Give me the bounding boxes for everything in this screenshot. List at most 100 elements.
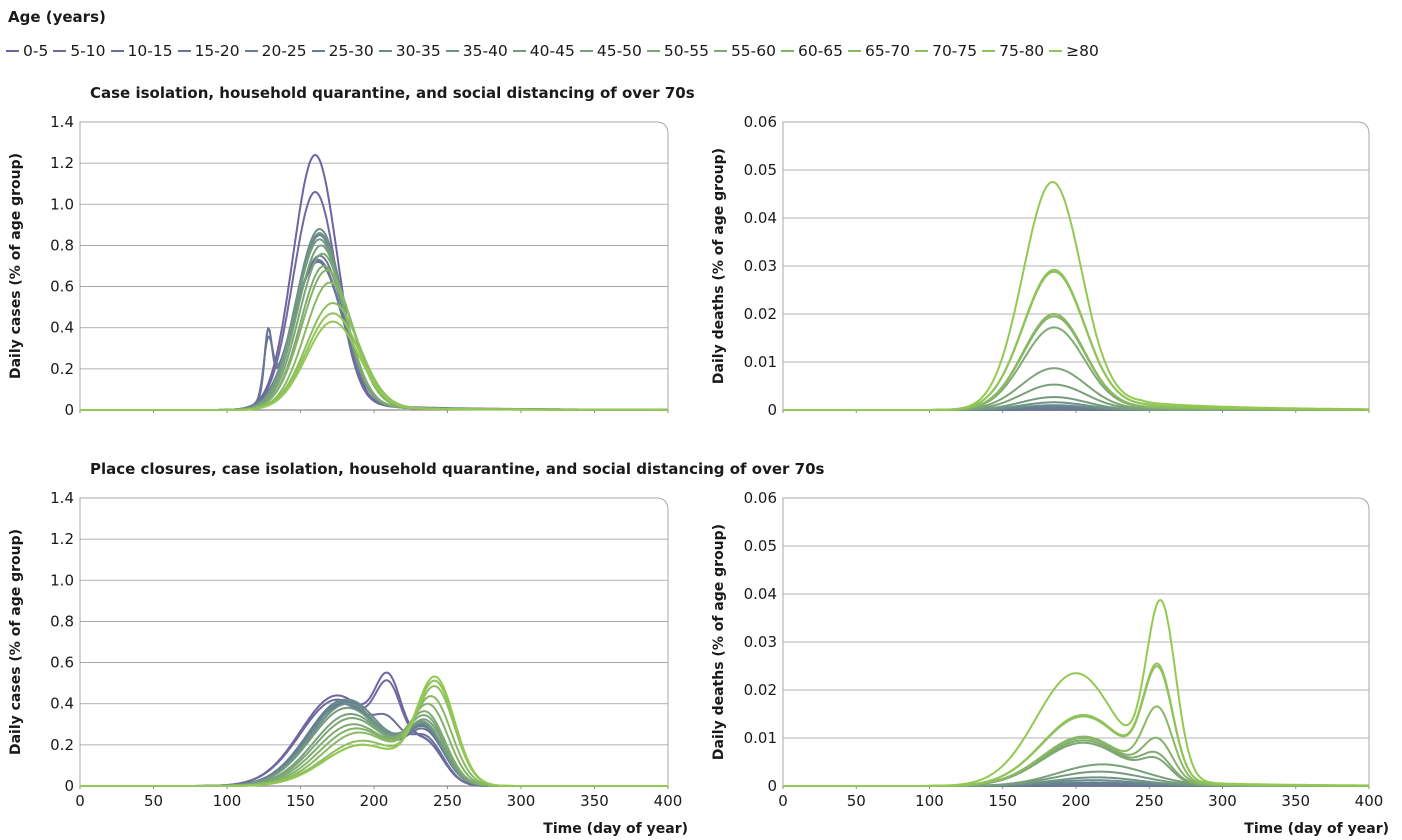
x-tick-label: 200 (1062, 792, 1091, 810)
legend-item: 10-15 (110, 42, 173, 60)
legend-label: 55-60 (730, 42, 776, 60)
x-tick-label: 50 (847, 792, 866, 810)
y-tick-label: 0.03 (744, 257, 777, 275)
y-tick-label: 0.8 (50, 612, 74, 630)
legend-item: 55-60 (713, 42, 776, 60)
legend-item: 60-65 (780, 42, 844, 60)
series-line (80, 320, 668, 411)
legend-swatch (915, 49, 929, 53)
legend-swatch (6, 49, 19, 53)
y-tick-label: 0.4 (50, 695, 74, 713)
y-tick-label: 0 (64, 401, 74, 419)
legend-label: ≥80 (1066, 42, 1099, 60)
legend-swatch (579, 49, 593, 53)
chart-panel: 0 0.01 0.02 0.03 0.04 0.05 0.06 0 50 100 150 200 250… (711, 489, 1389, 837)
x-tick-label: 300 (507, 792, 536, 810)
legend-swatch (780, 49, 794, 53)
series-line (80, 675, 668, 787)
series-line (783, 181, 1369, 411)
plot-frame (782, 121, 1370, 411)
legend-item: 70-75 (915, 42, 977, 60)
y-tick-label: 0.4 (50, 319, 74, 337)
chart-panel: 0 0.2 0.4 0.6 0.8 1.0 1.2 1.4 0 50 100 150 200 250 300… (8, 489, 688, 837)
x-tick-label: 200 (360, 792, 389, 810)
x-tick-label: 150 (988, 792, 1017, 810)
legend-swatch (244, 49, 258, 53)
y-tick-label: 0 (767, 777, 777, 795)
plot-frame (79, 497, 669, 787)
row-title-bottom: Place closures, case isolation, househol… (90, 460, 825, 478)
legend-item: 65-70 (848, 42, 910, 60)
y-tick-label: 1.0 (50, 195, 74, 213)
y-tick-label: 0.6 (50, 654, 74, 672)
x-tick-label: 400 (1355, 792, 1384, 810)
x-axis-label: Time (day of year) (1244, 821, 1389, 837)
legend-label: 70-75 (932, 42, 978, 60)
legend-swatch (713, 49, 727, 53)
y-tick-label: 0.02 (744, 681, 777, 699)
legend-label: 10-15 (127, 42, 173, 60)
legend-swatch (445, 49, 459, 53)
legend-label: 5-10 (70, 42, 106, 60)
y-axis-label: Daily cases (% of age group) (8, 529, 24, 755)
y-tick-label: 0.02 (744, 305, 777, 323)
legend-swatch (982, 49, 996, 53)
series-line (80, 153, 668, 411)
legend-label: 65-70 (865, 42, 911, 60)
legend-item: 15-20 (177, 42, 240, 60)
series-line (80, 281, 668, 411)
series-line (783, 315, 1369, 411)
row-title-top: Case isolation, household quarantine, an… (90, 84, 695, 102)
y-tick-label: 1.4 (50, 489, 74, 507)
legend-item: 40-45 (512, 42, 575, 60)
legend-swatch (378, 49, 392, 53)
legend-swatch (311, 49, 325, 53)
legend-label: 15-20 (194, 42, 240, 60)
y-tick-label: 0.2 (50, 360, 74, 378)
legend-title: Age (years) (8, 8, 106, 26)
legend-item: 5-10 (53, 42, 106, 60)
legend-swatch (53, 49, 67, 53)
x-tick-label: 50 (144, 792, 163, 810)
series-line (783, 599, 1369, 787)
x-tick-label: 100 (213, 792, 242, 810)
legend-label: 40-45 (529, 42, 575, 60)
x-tick-label: 0 (75, 792, 85, 810)
chart-panel: 0 0.2 0.4 0.6 0.8 1.0 1.2 1.4 Daily cases (% of … (8, 113, 669, 419)
legend-item: 25-30 (311, 42, 374, 60)
legend-label: 0-5 (23, 42, 49, 60)
series-line (80, 260, 668, 411)
legend-label: 60-65 (797, 42, 844, 60)
legend-item: 30-35 (378, 42, 441, 60)
legend-item: ≥80 (1049, 42, 1099, 60)
x-tick-label: 250 (1135, 792, 1164, 810)
series-line (80, 265, 668, 411)
y-tick-label: 0 (64, 777, 74, 795)
legend: 0-5 5-10 10-15 15-20 20-25 25-30 30-35 35-40 40-… (6, 40, 1104, 62)
legend-item: 0-5 (6, 42, 48, 60)
legend-item: 20-25 (244, 42, 307, 60)
series-line (783, 326, 1369, 411)
legend-label: 20-25 (261, 42, 307, 60)
series-line (80, 695, 668, 787)
plot-frame (782, 497, 1370, 787)
legend-swatch (177, 49, 191, 53)
x-tick-label: 300 (1208, 792, 1237, 810)
y-tick-label: 0.04 (744, 209, 777, 227)
legend-swatch (1049, 49, 1063, 53)
y-tick-label: 0.06 (744, 113, 777, 131)
y-axis-label: Daily cases (% of age group) (8, 153, 24, 379)
legend-label: 25-30 (328, 42, 374, 60)
chart-panel: 0 0.01 0.02 0.03 0.04 0.05 0.06 Daily deaths (%… (711, 113, 1370, 419)
legend-item: 45-50 (579, 42, 642, 60)
y-tick-label: 0.01 (744, 729, 777, 747)
y-tick-label: 0.2 (50, 736, 74, 754)
x-tick-label: 350 (580, 792, 609, 810)
x-tick-label: 100 (915, 792, 944, 810)
y-tick-label: 1.0 (50, 571, 74, 589)
y-tick-label: 0.05 (744, 161, 777, 179)
y-tick-label: 1.2 (50, 154, 74, 172)
legend-item: 35-40 (445, 42, 508, 60)
